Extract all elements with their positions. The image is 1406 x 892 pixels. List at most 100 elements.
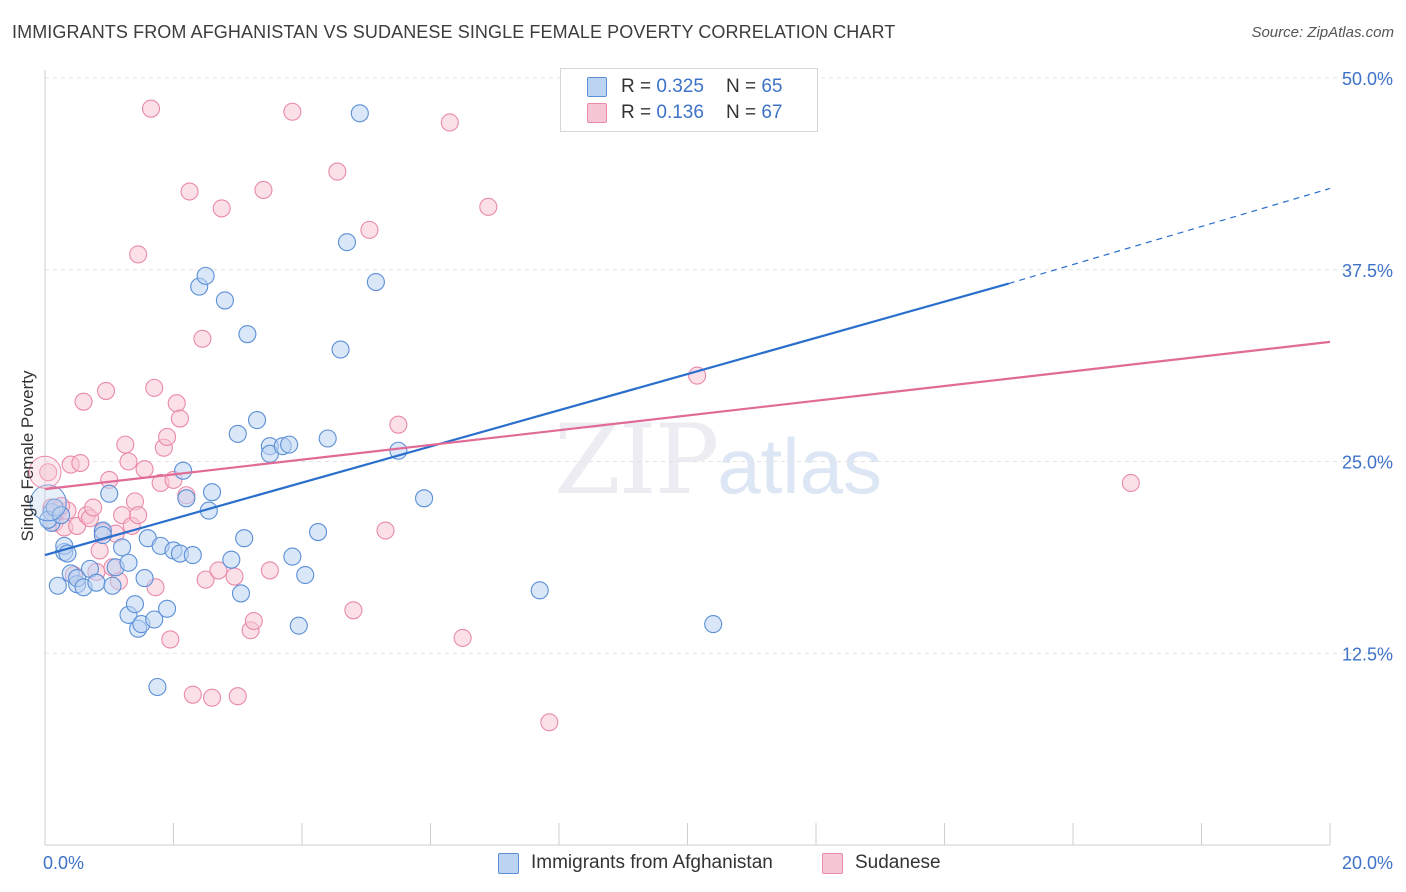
x-tick-label: 20.0%	[1342, 853, 1393, 873]
data-point-sudanese	[119, 452, 138, 471]
data-point-afghanistan	[148, 677, 167, 697]
data-point-sudanese	[183, 685, 202, 704]
bottom-legend-label: Immigrants from Afghanistan	[531, 852, 773, 873]
data-point-sudanese	[167, 394, 186, 413]
legend-n-label: N =	[725, 102, 757, 123]
data-point-sudanese	[129, 506, 148, 525]
data-point-afghanistan	[283, 547, 302, 566]
legend-r-label: R =	[621, 76, 652, 97]
data-point-afghanistan	[350, 104, 369, 123]
data-point-sudanese	[453, 628, 472, 647]
data-point-sudanese	[540, 713, 559, 732]
data-point-sudanese	[1121, 473, 1140, 493]
trendline-afghanistan-projection	[1008, 187, 1331, 285]
data-point-afghanistan	[366, 272, 385, 292]
data-point-sudanese	[209, 561, 228, 580]
data-point-afghanistan	[318, 429, 337, 448]
y-tick-label: 25.0%	[1342, 453, 1393, 473]
data-point-afghanistan	[125, 595, 144, 614]
data-point-afghanistan	[704, 615, 723, 634]
data-point-sudanese	[141, 99, 161, 118]
data-point-afghanistan	[247, 411, 267, 430]
data-point-afghanistan	[48, 576, 67, 595]
watermark-zip: ZIP	[554, 404, 719, 516]
y-tick-label: 50.0%	[1342, 69, 1393, 89]
trendline-sudanese	[44, 340, 1331, 491]
data-point-sudanese	[479, 197, 498, 216]
correlation-legend: R = 0.325 N = 65 R = 0.136 N = 67	[560, 68, 818, 132]
data-point-afghanistan	[228, 424, 247, 443]
data-point-afghanistan	[29, 484, 67, 522]
data-point-sudanese	[180, 182, 199, 201]
data-point-afghanistan	[530, 581, 549, 600]
data-point-afghanistan	[222, 550, 241, 569]
chart-title: IMMIGRANTS FROM AFGHANISTAN VS SUDANESE …	[12, 22, 896, 42]
bottom-legend-afghanistan: Immigrants from Afghanistan	[498, 852, 773, 874]
data-point-sudanese	[158, 427, 177, 447]
data-point-afghanistan	[174, 461, 193, 480]
data-point-sudanese	[212, 199, 231, 218]
data-point-afghanistan	[119, 553, 138, 572]
data-point-sudanese	[688, 366, 707, 385]
data-point-sudanese	[376, 521, 395, 540]
data-point-sudanese	[161, 630, 180, 649]
data-point-sudanese	[71, 453, 90, 473]
data-point-sudanese	[328, 162, 347, 181]
legend-r-value: 0.136	[656, 102, 704, 123]
data-point-sudanese	[170, 409, 189, 428]
data-point-afghanistan	[177, 489, 196, 508]
data-point-sudanese	[440, 113, 459, 132]
data-point-afghanistan	[280, 435, 299, 454]
data-point-sudanese	[116, 435, 135, 454]
data-point-sudanese	[225, 567, 244, 586]
bottom-legend-sudanese: Sudanese	[822, 852, 941, 874]
x-tick-label: 0.0%	[43, 853, 84, 873]
data-point-sudanese	[244, 611, 263, 631]
legend-swatch-pink	[587, 103, 607, 123]
data-point-afghanistan	[103, 576, 122, 595]
data-point-afghanistan	[203, 483, 222, 502]
data-point-afghanistan	[331, 340, 350, 359]
data-point-afghanistan	[238, 325, 257, 344]
data-point-sudanese	[283, 102, 302, 121]
legend-row-afghanistan: R = 0.325 N = 65	[587, 75, 782, 99]
legend-row-sudanese: R = 0.136 N = 67	[587, 101, 782, 125]
data-point-sudanese	[196, 570, 215, 589]
data-point-sudanese	[254, 180, 273, 200]
data-point-sudanese	[360, 220, 379, 239]
data-point-afghanistan	[183, 546, 202, 565]
data-point-afghanistan	[100, 484, 119, 503]
data-point-sudanese	[90, 541, 109, 560]
data-point-sudanese	[203, 688, 222, 707]
data-point-afghanistan	[337, 233, 357, 252]
legend-r-value: 0.325	[656, 76, 704, 97]
data-point-afghanistan	[235, 529, 254, 548]
data-point-afghanistan	[289, 616, 308, 635]
data-point-sudanese	[135, 460, 154, 479]
y-tick-label: 37.5%	[1342, 261, 1393, 281]
data-point-afghanistan	[158, 599, 177, 618]
data-point-afghanistan	[113, 538, 132, 557]
bottom-legend-swatch-pink	[822, 852, 843, 874]
data-point-afghanistan	[196, 266, 215, 285]
legend-n-value: 65	[761, 76, 783, 97]
data-point-afghanistan	[135, 569, 154, 588]
data-point-afghanistan	[415, 489, 434, 508]
watermark: ZIPatlas	[554, 404, 882, 516]
data-point-sudanese	[96, 381, 116, 400]
data-point-sudanese	[145, 378, 164, 397]
data-point-afghanistan	[145, 610, 164, 629]
bottom-legend-label: Sudanese	[855, 852, 941, 873]
data-point-afghanistan	[296, 565, 315, 585]
data-point-afghanistan	[309, 523, 328, 542]
data-point-afghanistan	[231, 584, 251, 603]
legend-n-value: 67	[761, 102, 783, 123]
data-point-sudanese	[129, 245, 148, 264]
trendline-afghanistan	[44, 282, 1010, 557]
source-credit: Source: ZipAtlas.com	[1251, 24, 1394, 41]
bottom-legend-swatch-blue	[498, 852, 519, 874]
y-tick-label: 12.5%	[1342, 644, 1393, 664]
legend-swatch-blue	[587, 77, 607, 97]
data-point-afghanistan	[87, 573, 106, 592]
